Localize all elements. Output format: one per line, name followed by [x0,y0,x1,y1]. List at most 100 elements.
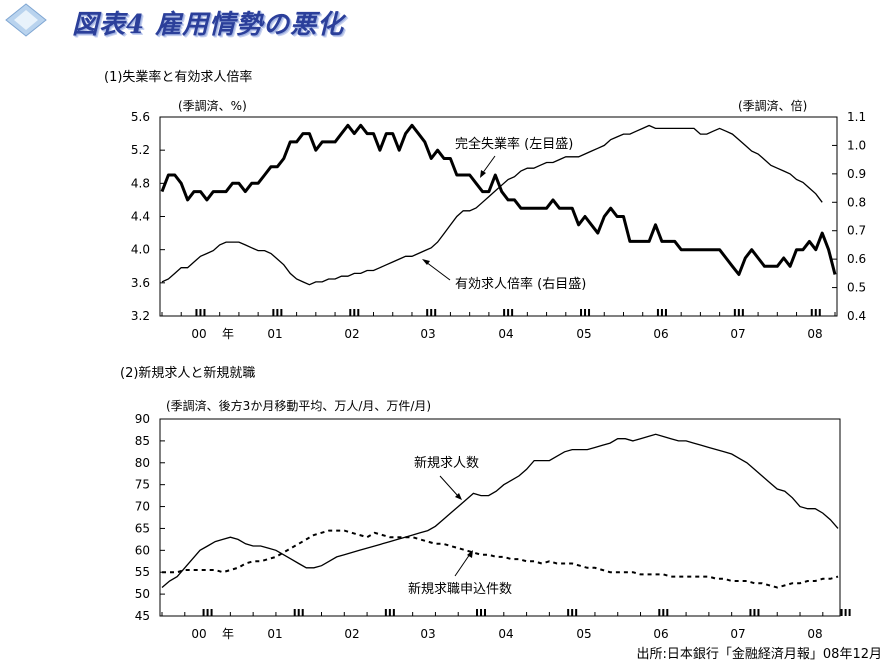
y-left-tick-label: 90 [135,412,150,426]
unit-left-1: (季調済、%) [178,99,247,113]
x-year-marker [280,309,283,316]
y-left-tick-label: 3.6 [131,276,150,290]
y-left-tick-label: 4.0 [131,243,150,257]
x-year-marker [511,309,514,316]
x-tick-label: 05 [576,327,591,341]
x-year-marker [814,309,817,316]
x-year-marker [588,309,591,316]
x-tick-label: 02 [344,327,359,341]
x-year-marker [662,609,665,616]
unit-right-1: (季調済、倍) [738,99,808,113]
x-year-marker [757,609,760,616]
x-tick-label: 年 [222,627,234,641]
annotation-arrow-new-openings [439,475,459,497]
x-year-marker [476,609,479,616]
x-tick-label: 02 [344,627,359,641]
series-label-jobs-ratio: 有効求人倍率 (右目盛) [455,276,586,292]
x-year-marker [392,609,395,616]
series-new-applications-line [162,529,839,589]
x-year-marker [575,609,578,616]
x-year-marker [737,309,740,316]
x-tick-label: 07 [730,627,745,641]
x-year-marker [848,609,851,616]
y-left-tick-label: 85 [135,434,150,448]
x-year-marker [210,609,213,616]
series-label-new-openings: 新規求人数 [414,455,479,471]
x-year-marker [426,309,429,316]
x-year-marker [753,609,756,616]
series-label-unemployment: 完全失業率 (左目盛) [455,136,573,152]
x-year-marker [195,309,198,316]
x-year-marker [741,309,744,316]
x-year-marker [203,309,206,316]
series-label-new-applications: 新規求職申込件数 [408,581,512,597]
x-tick-label: 03 [420,627,435,641]
x-year-marker [571,609,574,616]
x-year-marker [480,609,483,616]
section-title-2: (2)新規求人と新規就職 [120,366,256,381]
y-right-tick-label: 0.7 [847,224,866,238]
title-banner: 図表4 雇用情勢の悪化 [0,0,420,44]
x-year-marker [584,309,587,316]
x-year-marker [293,609,296,616]
y-right-tick-label: 0.6 [847,252,866,266]
x-tick-label: 06 [653,627,668,641]
x-year-marker [810,309,813,316]
series-unemployment-rate-line [160,123,837,276]
annotation-arrow-jobs-ratio [425,261,451,281]
x-tick-label: 00 [191,327,206,341]
x-tick-label: 00 [191,627,206,641]
x-tick-label: 04 [498,327,513,341]
x-year-marker [656,309,659,316]
x-year-marker [844,609,847,616]
x-year-marker [384,609,387,616]
x-year-marker [301,609,304,616]
y-left-tick-label: 65 [135,521,150,535]
x-tick-label: 年 [222,327,234,341]
x-year-marker [818,309,821,316]
x-tick-label: 03 [420,327,435,341]
annotation-arrowhead-unemployment [480,170,486,178]
x-year-marker [664,309,667,316]
plot-frame [159,418,841,617]
x-year-marker [658,609,661,616]
annotation-arrowhead-new-applications [467,550,473,558]
x-year-marker [749,609,752,616]
source-note: 出所:日本銀行「金融経済月報」08年12月 [636,647,882,662]
x-year-marker [202,609,205,616]
y-left-tick-label: 45 [135,609,150,623]
x-year-marker [733,309,736,316]
y-left-tick-label: 70 [135,500,150,514]
y-right-tick-label: 0.9 [847,167,866,181]
x-year-marker [272,309,275,316]
x-year-marker [567,609,570,616]
y-left-tick-label: 50 [135,587,150,601]
x-year-marker [206,609,209,616]
y-right-tick-label: 1.0 [847,138,866,152]
chart-unemployment-jobs-ratio: 3.2 3.6 4.0 4.4 4.8 5.2 5.6 0.4 0.5 0.6 0.7 0.8 0.9 1… [131,110,866,341]
x-year-marker [660,309,663,316]
x-tick-label: 06 [653,327,668,341]
chart-new-openings-applications: 45 50 55 60 65 70 75 80 85 90 00 年 01 02 03 04 05 06 07 08 新… [135,412,851,641]
y-left-tick-label: 4.8 [131,176,150,190]
y-left-tick-label: 80 [135,456,150,470]
x-year-marker [357,309,360,316]
annotation-arrowhead-new-openings [455,493,462,500]
series-jobs-ratio-line [161,124,823,286]
x-tick-label: 04 [498,627,513,641]
x-year-marker [484,609,487,616]
series-new-openings-line [161,433,839,588]
y-left-tick-label: 60 [135,543,150,557]
annotation-arrowhead-jobs-ratio [422,259,430,265]
section-title-1: (1)失業率と有効求人倍率 [104,70,253,85]
unit-left-2: (季調済、後方3か月移動平均、万人/月、万件/月) [166,399,432,413]
y-left-tick-label: 4.4 [131,210,150,224]
x-tick-label: 07 [730,327,745,341]
x-year-marker [503,309,506,316]
x-year-marker [276,309,279,316]
y-left-tick-label: 5.6 [131,110,150,124]
x-year-marker [430,309,433,316]
x-tick-label: 05 [576,627,591,641]
x-year-marker [434,309,437,316]
y-left-tick-label: 75 [135,478,150,492]
